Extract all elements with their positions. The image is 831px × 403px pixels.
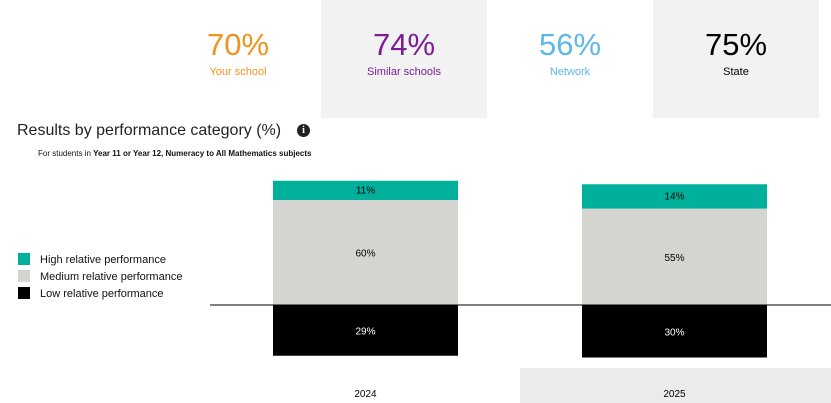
bar-segment-medium-2025 [582, 208, 767, 305]
stat-value: 74% [372, 27, 436, 62]
stat-value: 56% [538, 27, 602, 62]
data-label-high-2025: 14% [664, 192, 684, 203]
data-label-medium-2025: 55% [664, 253, 684, 264]
bar-segment-high-2024 [273, 180, 458, 200]
x-tick-label-2025: 2025 [663, 389, 686, 400]
data-label-medium-2024: 60% [355, 249, 375, 260]
stat-label: Network [549, 66, 591, 78]
stat-value: 75% [704, 27, 768, 62]
bar-segment-low-2024 [273, 305, 458, 356]
bar-segment-low-2025 [582, 305, 767, 358]
stat-value: 70% [206, 27, 270, 62]
stat-network: 56% Network [487, 0, 653, 118]
data-label-high-2024: 11% [356, 185, 375, 196]
legend-label-low: Low relative performance [40, 288, 164, 300]
legend-swatch-high [18, 253, 30, 265]
data-label-low-2024: 29% [355, 326, 375, 337]
year-2025-background [520, 368, 831, 403]
info-icon[interactable]: i [297, 124, 310, 137]
legend-label-high: High relative performance [40, 254, 166, 266]
stat-label: Your school [209, 66, 267, 78]
data-label-low-2025: 30% [664, 327, 684, 338]
chart-subtitle: For students in Year 11 or Year 12, Nume… [38, 149, 311, 159]
bar-segment-high-2025 [582, 184, 767, 209]
legend-swatch-low [18, 287, 30, 299]
subtitle-prefix: For students in [38, 149, 94, 158]
bar-segment-medium-2024 [273, 200, 458, 305]
stat-similar-schools: 74% Similar schools [321, 0, 487, 118]
stat-label: State [723, 66, 749, 78]
legend-label-medium: Medium relative performance [40, 271, 183, 283]
stat-your-school: 70% Your school [167, 0, 309, 118]
legend-swatch-medium [18, 270, 30, 282]
section-title: Results by performance category (%) [17, 122, 282, 139]
subtitle-bold: Year 11 or Year 12, Numeracy to All Math… [93, 149, 312, 158]
stat-state: 75% State [653, 0, 819, 118]
x-tick-label-2024: 2024 [354, 389, 377, 400]
stat-label: Similar schools [367, 66, 441, 78]
